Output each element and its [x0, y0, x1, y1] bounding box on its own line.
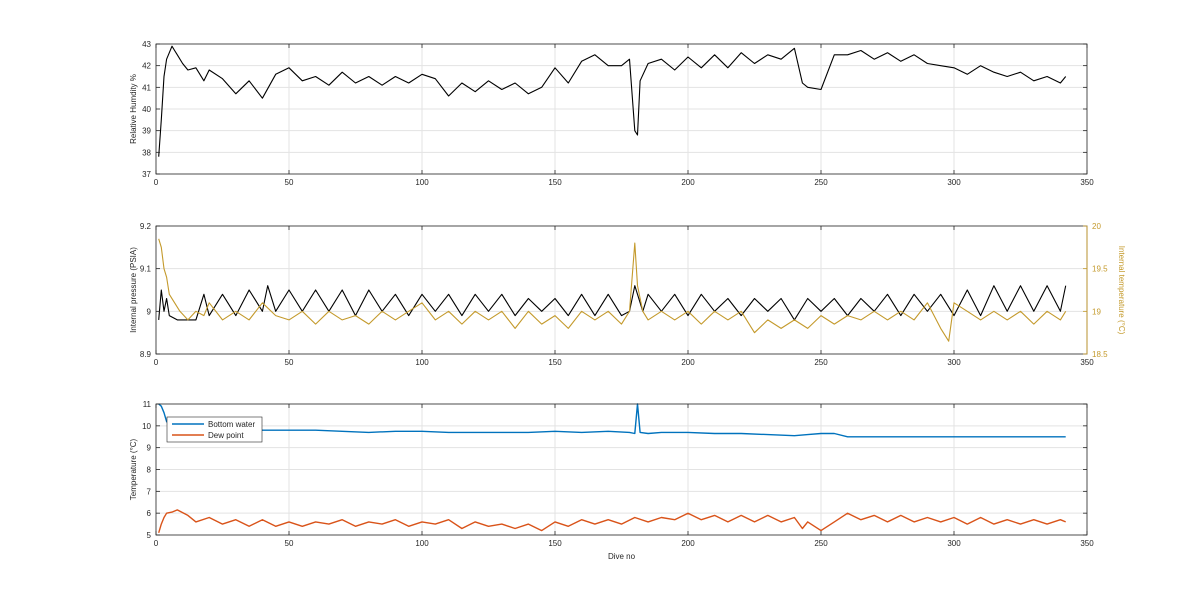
panel-2: 0 50 100 150 200 250 300 350 8.9 9 9.1 9.2 18.5 19 19.…: [129, 222, 1126, 367]
x-tick-label: 350: [1080, 539, 1094, 548]
x-tick-label: 150: [548, 358, 562, 367]
y-right-tick-label: 18.5: [1092, 350, 1108, 359]
x-tick-label: 50: [285, 178, 294, 187]
x-tick-label: 300: [947, 178, 961, 187]
y-tick-label: 10: [142, 422, 151, 431]
x-tick-label: 150: [548, 539, 562, 548]
x-tick-label: 200: [681, 539, 695, 548]
panel-3: 0 50 100 150 200 250 300 350 5 6 7 8 9 10 11 Temperatur…: [129, 400, 1094, 561]
y-axis-label: Internal pressure (PSIA): [129, 247, 138, 333]
y-tick-label: 8.9: [140, 350, 152, 359]
y-right-tick-label: 19: [1092, 307, 1101, 316]
x-tick-label: 150: [548, 178, 562, 187]
x-tick-label: 350: [1080, 358, 1094, 367]
axes-box: [155, 225, 1088, 355]
y-tick-label: 9.2: [140, 222, 152, 231]
x-tick-label: 250: [814, 178, 828, 187]
x-tick-label: 200: [681, 178, 695, 187]
y-tick-label: 11: [143, 400, 152, 409]
series-line-2-2: [158, 238, 1067, 342]
y-tick-label: 5: [147, 531, 152, 540]
x-tick-label: 0: [154, 358, 159, 367]
x-tick-label: 50: [285, 358, 294, 367]
series-line-bottom-water: [158, 403, 1066, 438]
y-tick-label: 8: [147, 466, 152, 475]
y-tick-label: 7: [147, 487, 152, 496]
x-tick-label: 100: [415, 539, 429, 548]
y-right-tick-label: 19.5: [1092, 265, 1108, 274]
x-tick-label: 0: [154, 178, 159, 187]
y-tick-label: 6: [147, 509, 152, 518]
x-tick-label: 50: [285, 539, 294, 548]
y-right-axis-label: Internal temperature (°C): [1117, 246, 1126, 335]
y-right-tick-label: 20: [1092, 222, 1101, 231]
legend-label: Bottom water: [208, 420, 255, 429]
series-line-2-1: [158, 285, 1067, 321]
x-tick-label: 300: [947, 358, 961, 367]
legend: Bottom water Dew point: [166, 416, 263, 443]
series-line-1-1: [158, 45, 1067, 157]
x-tick-label: 0: [154, 539, 159, 548]
y-tick-label: 40: [142, 105, 151, 114]
y-tick-label: 43: [142, 40, 151, 49]
y-tick-label: 37: [142, 170, 151, 179]
y-axis-label: Temperature (°C): [129, 438, 138, 500]
legend-box: [166, 416, 263, 443]
legend-label: Dew point: [208, 431, 244, 440]
y-axis-label: Relative Humdity %: [129, 74, 138, 144]
series-line-dew-point: [158, 509, 1066, 534]
y-tick-label: 38: [142, 148, 151, 157]
y-tick-label: 42: [142, 62, 151, 71]
x-tick-label: 300: [947, 539, 961, 548]
y-tick-label: 9: [147, 307, 152, 316]
x-axis-label: Dive no: [608, 552, 636, 561]
x-tick-label: 250: [814, 539, 828, 548]
x-tick-label: 250: [814, 358, 828, 367]
x-tick-label: 200: [681, 358, 695, 367]
panel-1: 0 50 100 150 200 250 300 350 37 38 39 40 41 42 43 Relat…: [129, 40, 1094, 187]
x-tick-label: 100: [415, 358, 429, 367]
y-tick-label: 39: [142, 127, 151, 136]
y-tick-label: 41: [142, 83, 151, 92]
y-tick-label: 9.1: [140, 265, 152, 274]
x-tick-label: 350: [1080, 178, 1094, 187]
y-tick-label: 9: [147, 444, 152, 453]
x-tick-label: 100: [415, 178, 429, 187]
